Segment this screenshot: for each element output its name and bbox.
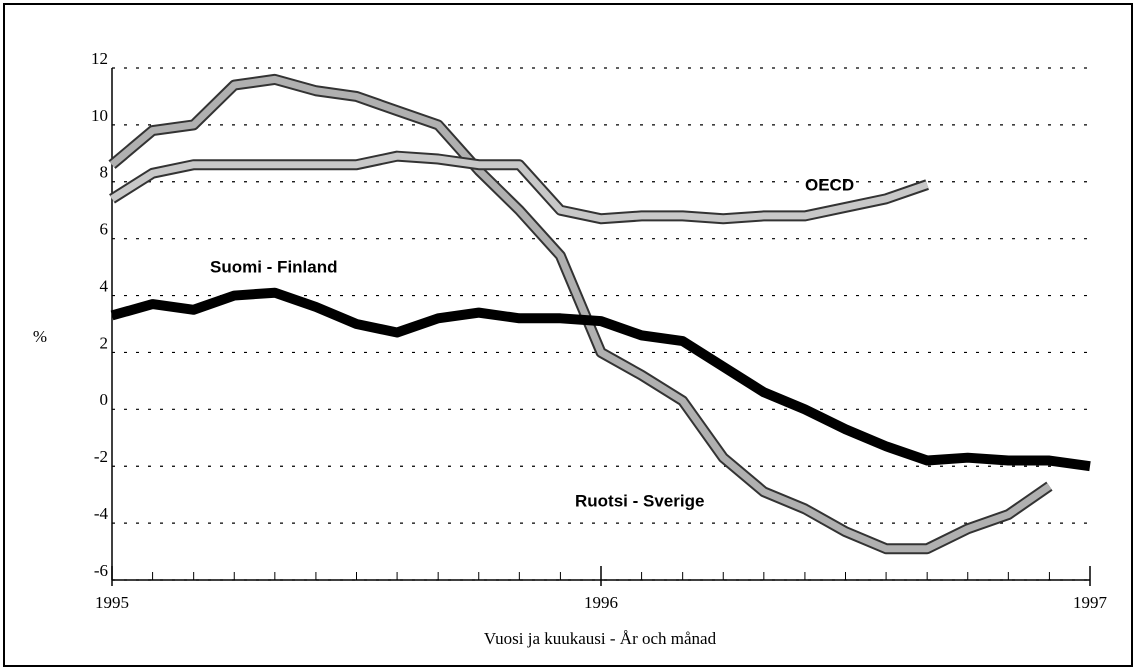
x-axis-label: Vuosi ja kuukausi - År och månad xyxy=(484,629,717,648)
series-label: Suomi - Finland xyxy=(210,257,338,276)
x-tick-label: 1995 xyxy=(95,593,129,612)
y-tick-label: 4 xyxy=(100,276,109,295)
y-tick-label: 6 xyxy=(100,220,109,239)
series-outline xyxy=(108,73,1053,555)
x-tick-label: 1996 xyxy=(584,593,618,612)
y-tick-label: -2 xyxy=(94,447,108,466)
x-tick-label: 1997 xyxy=(1073,593,1108,612)
y-tick-label: 0 xyxy=(100,390,109,409)
y-axis-label: % xyxy=(33,327,47,346)
series-line xyxy=(110,287,1091,472)
series-label: OECD xyxy=(805,175,854,194)
y-tick-label: 2 xyxy=(100,333,109,352)
series-line xyxy=(109,75,1052,553)
y-tick-label: -6 xyxy=(94,561,108,580)
y-tick-label: 12 xyxy=(91,49,108,68)
y-tick-label: -4 xyxy=(94,504,109,523)
y-tick-label: 8 xyxy=(100,163,109,182)
series-label: Ruotsi - Sverige xyxy=(575,491,704,510)
series-line xyxy=(110,152,929,223)
frame xyxy=(3,3,1133,667)
y-tick-label: 10 xyxy=(91,106,108,125)
